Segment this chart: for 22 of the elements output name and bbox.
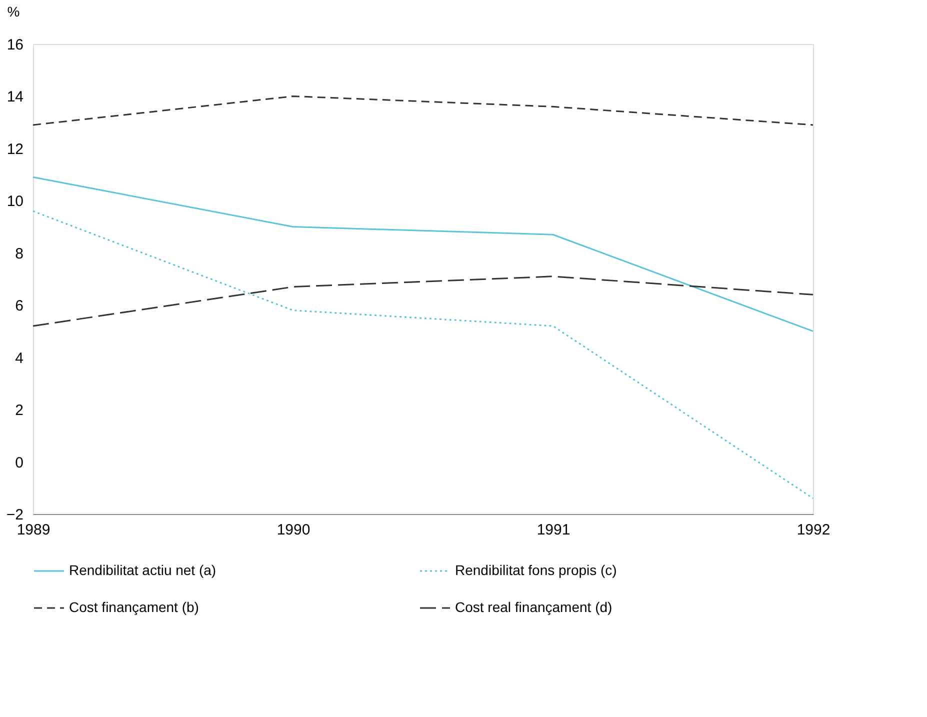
legend-label: Cost real finançament (d): [455, 599, 612, 615]
legend-label: Cost finançament (b): [69, 599, 199, 615]
y-tick-label: 14: [6, 88, 24, 106]
y-tick-label: 16: [6, 36, 24, 54]
x-tick-label: 1990: [276, 522, 310, 538]
y-tick-label: 12: [6, 140, 24, 158]
legend-label: Rendibilitat actiu net (a): [69, 562, 216, 578]
line-series: [32, 276, 814, 327]
y-axis-title: %: [7, 4, 20, 20]
legend-label: Rendibilitat fons propis (c): [455, 562, 617, 578]
y-tick-label: 4: [15, 350, 24, 367]
x-tick-label: 1992: [796, 522, 830, 538]
y-tick-label: 6: [15, 298, 24, 315]
y-tick-label: 2: [15, 402, 24, 420]
x-tick-label: 1989: [16, 522, 50, 538]
line-series: [32, 176, 814, 332]
y-tick-label: 10: [6, 193, 24, 210]
y-tick-label: −2: [6, 506, 24, 524]
y-tick-label: 0: [15, 454, 24, 472]
line-series: [32, 210, 814, 500]
x-tick-label: 1991: [536, 522, 570, 538]
y-tick-label: 8: [15, 245, 24, 262]
